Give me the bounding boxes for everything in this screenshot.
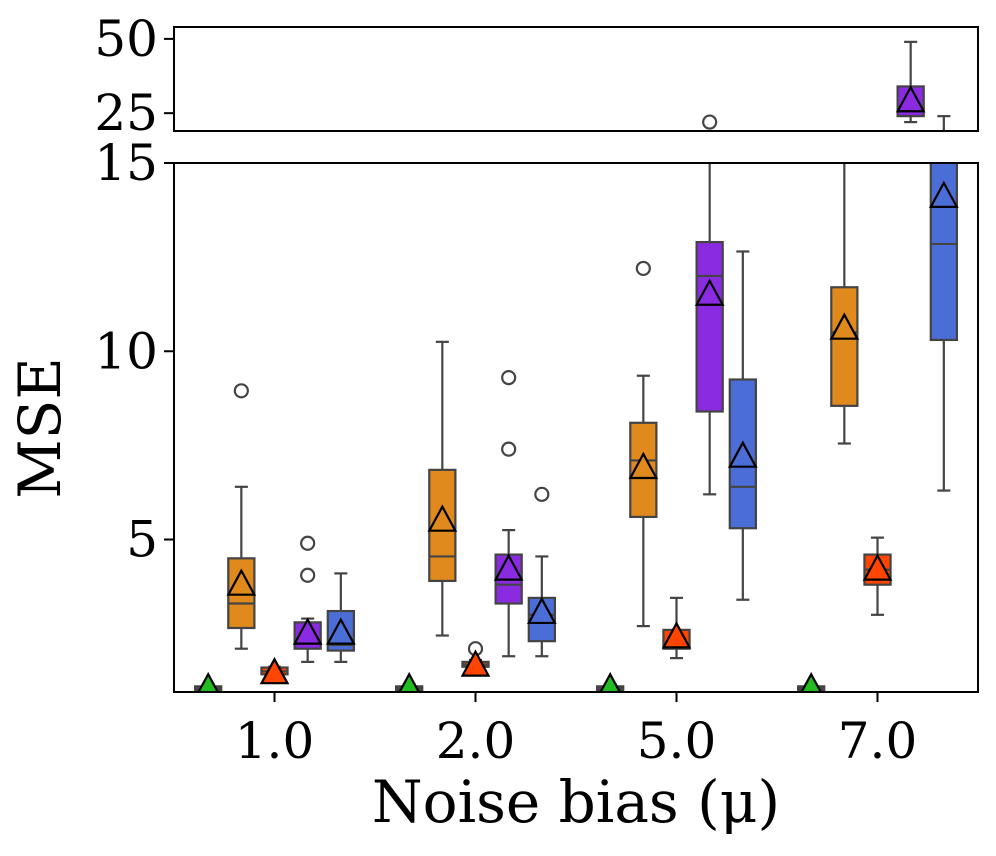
- upper-method-blue-2.0-box: [529, 177, 555, 180]
- lower-method-orange-1.0-mean: [226, 568, 257, 596]
- upper-method-orange-5.0-box: [630, 163, 656, 170]
- upper-method-orange-1.0-mean: [228, 162, 254, 186]
- upper-method-orange-1.0-box: [228, 174, 254, 179]
- lower-method-blue-5.0-mean: [727, 440, 758, 468]
- y-axis-label: MSE: [6, 357, 74, 498]
- upper-method-blue-2.0-flier-0: [535, 163, 548, 176]
- upper-method-red-2.0-flier-0: [469, 175, 482, 188]
- upper-method-purple-5.0-flier-0: [702, 114, 718, 130]
- lower-method-orange-5.0-flier-0: [635, 260, 651, 277]
- upper-method-purple-5.0-box: [697, 149, 723, 162]
- lower-panel-frame: [173, 162, 979, 693]
- lower-method-green-7.0-mean: [800, 671, 823, 692]
- lower-method-blue-7.0-mean: [928, 180, 959, 208]
- x-tick-label-5.0: 5.0: [637, 712, 717, 770]
- upper-method-blue-1.0-box: [328, 178, 354, 181]
- upper-method-purple-1.0-box: [295, 179, 321, 181]
- upper-method-blue-7.0-box: [931, 137, 957, 157]
- upper-method-green-5.0-mean: [597, 170, 623, 194]
- upper-method-red-5.0-mean: [664, 166, 690, 190]
- upper-method-orange-5.0-flier-0: [637, 145, 650, 158]
- upper-method-purple-1.0-flier-0: [301, 169, 314, 182]
- upper-method-green-7.0-mean: [798, 170, 824, 194]
- lower-method-purple-5.0-mean: [694, 278, 725, 306]
- upper-method-purple-7.0-mean: [895, 84, 926, 113]
- upper-method-orange-1.0-flier-0: [235, 154, 248, 167]
- axes: 25 50 5 10 15 1.0 2.0 5.0 7.0: [94, 10, 917, 770]
- upper-method-orange-7.0-box: [831, 153, 857, 162]
- upper-method-green-7.0-box: [798, 184, 824, 186]
- x-tick-label-1.0: 1.0: [235, 712, 315, 770]
- lower-method-purple-5.0-box: [695, 240, 724, 413]
- lower-method-red-2.0-mean: [460, 649, 491, 677]
- upper-panel-marks: [195, 40, 957, 194]
- upper-method-blue-7.0-mean: [942, 129, 945, 131]
- upper-method-red-1.0-box: [261, 183, 287, 185]
- lower-method-red-5.0-mean: [661, 621, 692, 649]
- upper-method-purple-2.0-box: [496, 174, 522, 178]
- upper-method-blue-1.0-mean: [328, 166, 354, 190]
- upper-method-green-2.0-mean: [396, 170, 422, 194]
- lower-y-tick-label-15: 15: [94, 134, 158, 192]
- upper-y-tick-label-50: 50: [94, 10, 158, 68]
- x-tick-label-2.0: 2.0: [436, 712, 516, 770]
- upper-method-red-5.0-box: [663, 180, 689, 182]
- lower-method-orange-2.0-mean: [427, 504, 458, 532]
- lower-method-orange-7.0-box: [830, 286, 859, 407]
- lower-method-purple-1.0-mean: [292, 617, 323, 645]
- lower-panel-marks: [194, 163, 959, 692]
- upper-method-red-2.0-mean: [463, 169, 489, 193]
- lower-method-purple-1.0-flier-1: [300, 535, 316, 551]
- upper-method-green-5.0-box: [597, 184, 623, 186]
- upper-method-purple-2.0-mean: [496, 161, 522, 185]
- upper-method-green-1.0-box: [195, 184, 221, 186]
- upper-method-red-7.0-mean: [865, 161, 891, 185]
- x-tick-label-7.0: 7.0: [838, 712, 918, 770]
- upper-method-green-2.0-box: [396, 184, 422, 186]
- upper-method-red-2.0-box: [462, 182, 488, 184]
- lower-method-purple-2.0-flier-1: [501, 370, 517, 386]
- lower-method-blue-2.0-mean: [526, 596, 557, 625]
- x-axis-label: Noise bias (μ): [372, 768, 780, 836]
- lower-method-red-7.0-mean: [862, 553, 893, 581]
- lower-y-tick-label-10: 10: [94, 322, 158, 380]
- lower-method-purple-1.0-flier-0: [300, 567, 316, 583]
- upper-method-red-1.0-mean: [262, 169, 288, 193]
- lower-method-red-1.0-mean: [259, 656, 290, 685]
- lower-method-orange-5.0-mean: [628, 451, 659, 480]
- upper-method-green-1.0-mean: [195, 170, 221, 194]
- upper-method-blue-5.0-box: [730, 160, 756, 172]
- upper-method-red-7.0-box: [864, 174, 890, 176]
- upper-method-purple-1.0-mean: [295, 166, 321, 190]
- upper-method-purple-5.0-mean: [697, 139, 723, 163]
- lower-method-orange-7.0-mean: [829, 312, 860, 340]
- upper-method-blue-5.0-mean: [730, 152, 756, 176]
- upper-method-orange-2.0-box: [429, 167, 455, 176]
- lower-method-blue-2.0-flier-0: [534, 486, 550, 502]
- upper-method-purple-2.0-flier-0: [502, 159, 515, 172]
- lower-method-green-1.0-mean: [197, 671, 220, 692]
- lower-y-tick-label-5: 5: [126, 511, 158, 569]
- upper-method-purple-2.0-flier-1: [502, 153, 515, 166]
- upper-y-tick-label-25: 25: [94, 84, 158, 142]
- lower-method-purple-2.0-mean: [493, 553, 524, 581]
- upper-method-purple-1.0-flier-1: [301, 166, 314, 179]
- lower-method-green-2.0-mean: [398, 671, 421, 692]
- lower-method-orange-1.0-flier-0: [233, 383, 249, 399]
- upper-method-orange-2.0-mean: [429, 157, 455, 181]
- upper-panel-frame: [173, 26, 979, 132]
- upper-method-orange-5.0-mean: [630, 153, 656, 177]
- lower-method-green-5.0-mean: [599, 671, 622, 692]
- lower-method-purple-2.0-flier-0: [501, 441, 517, 457]
- upper-method-blue-2.0-mean: [529, 164, 555, 188]
- lower-method-blue-1.0-mean: [325, 617, 356, 645]
